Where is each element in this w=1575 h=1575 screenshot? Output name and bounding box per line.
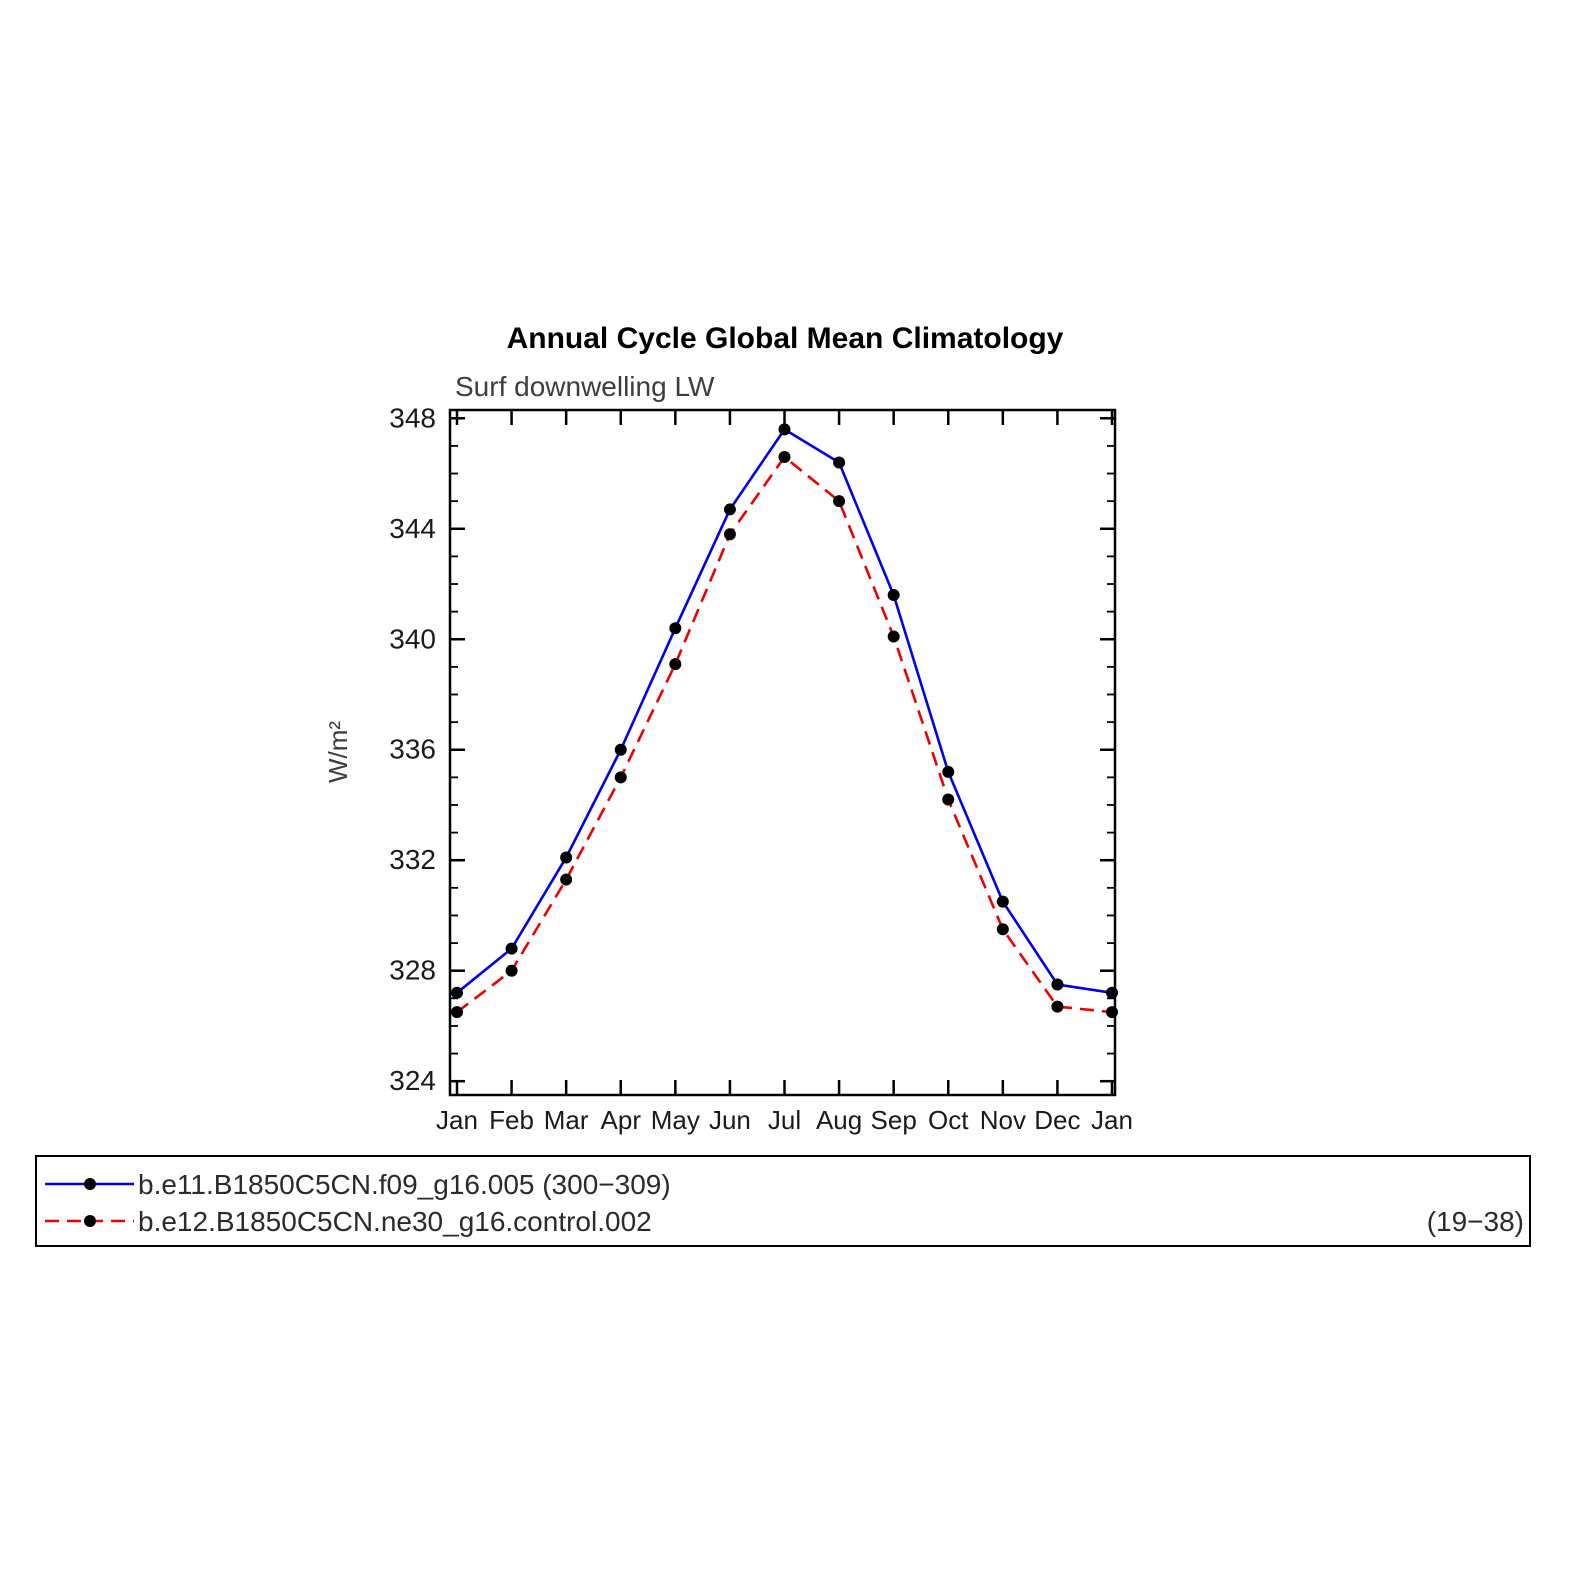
series-marker-0 [669,622,682,635]
x-tick-label: Jan [1091,1105,1133,1135]
x-tick-label: Jan [436,1105,478,1135]
legend-box [35,1155,1531,1247]
series-marker-1 [887,630,900,643]
legend-marker-1 [84,1215,96,1227]
chart-title: Annual Cycle Global Mean Climatology [507,322,1064,355]
x-tick-label: Apr [601,1105,642,1135]
series-marker-1 [723,528,736,541]
plot-frame [448,408,1117,1097]
series-marker-1 [614,771,627,784]
y-tick-label: 340 [389,623,436,654]
x-tick-label: Nov [980,1105,1026,1135]
x-tick-label: Dec [1034,1105,1080,1135]
series-line-1 [456,455,1113,1014]
series-marker-1 [451,1006,463,1019]
series-marker-1 [833,495,846,508]
y-axis-label: W/m² [323,721,353,783]
series-marker-0 [887,589,900,602]
series-marker-1 [778,450,791,463]
series-marker-0 [723,503,736,516]
series-marker-0 [996,895,1009,908]
series-marker-0 [451,986,463,999]
series-marker-0 [1051,978,1064,991]
series-marker-0 [1106,986,1118,999]
series-marker-0 [942,765,955,778]
x-tick-label: Oct [928,1105,969,1135]
series-marker-1 [505,964,518,977]
x-tick-label: May [651,1105,700,1135]
x-tick-label: Sep [871,1105,917,1135]
plot-area: 324 328 332 336 340 344 348 Jan Feb Mar Apr May Jun J… [389,402,1133,1135]
y-tick-label: 332 [389,844,436,875]
y-tick-label: 344 [389,513,436,544]
x-tick-label: Jun [709,1105,751,1135]
series-line-0 [456,427,1113,995]
x-tick-label: Aug [816,1105,862,1135]
x-tick-label: Mar [544,1105,589,1135]
series-marker-1 [560,873,573,886]
legend-right-note: (19−38) [1427,1206,1524,1237]
x-tick-label: Feb [489,1105,534,1135]
series-marker-1 [996,923,1009,936]
y-tick-label: 348 [389,402,436,433]
series-marker-1 [942,793,955,806]
series-marker-0 [505,942,518,955]
series-marker-1 [669,658,682,671]
legend-label-0: b.e11.B1850C5CN.f09_g16.005 (300−309) [138,1169,671,1200]
series-marker-1 [1051,1000,1064,1013]
legend: b.e11.B1850C5CN.f09_g16.005 (300−309) b.e… [35,1155,1531,1247]
series-marker-0 [778,423,791,436]
series-marker-1 [1106,1006,1118,1019]
y-tick-label: 328 [389,955,436,986]
y-tick-label: 324 [389,1065,436,1096]
series-marker-0 [614,743,627,756]
legend-label-1: b.e12.B1850C5CN.ne30_g16.control.002 [138,1206,652,1237]
y-tick-label: 336 [389,734,436,765]
legend-marker-0 [84,1178,96,1190]
x-tick-label: Jul [768,1105,801,1135]
chart-subtitle: Surf downwelling LW [455,371,715,402]
series-marker-0 [560,851,573,864]
series-marker-0 [833,456,846,469]
